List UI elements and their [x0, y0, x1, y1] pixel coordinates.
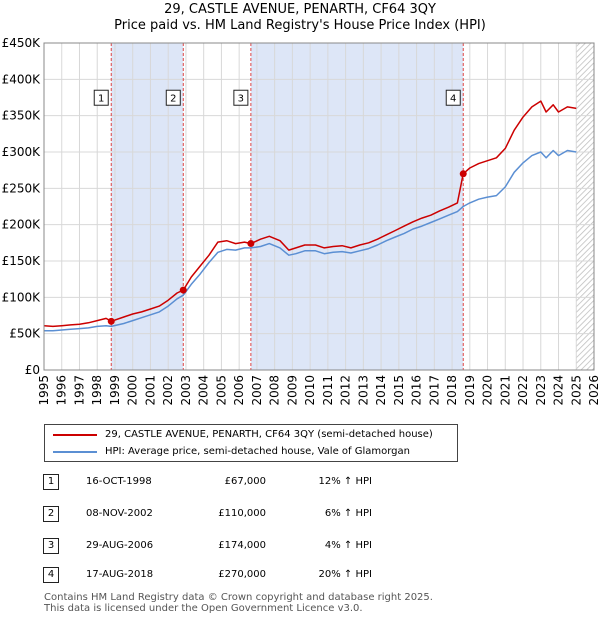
legend: 29, CASTLE AVENUE, PENARTH, CF64 3QY (se… [44, 424, 458, 462]
x-tick-label: 2023 [534, 375, 548, 406]
x-tick-label: 2016 [410, 375, 424, 406]
sale-marker [107, 317, 115, 325]
footer-licence: This data is licensed under the Open Gov… [44, 603, 363, 614]
sale-price: £174,000 [218, 540, 266, 551]
sale-date: 08-NOV-2002 [86, 508, 153, 519]
x-tick-label: 2018 [445, 375, 459, 406]
sale-label-number: 1 [98, 94, 104, 105]
y-tick-label: £250K [2, 181, 42, 195]
x-tick-label: 2026 [587, 375, 600, 406]
chart-title-line1: 29, CASTLE AVENUE, PENARTH, CF64 3QY [164, 2, 436, 17]
sale-price: £110,000 [218, 508, 266, 519]
sale-marker [179, 286, 187, 294]
sale-price: £67,000 [224, 476, 266, 487]
x-tick-label: 2002 [161, 375, 175, 406]
sale-row: 3 29-AUG-2006 £174,000 4% ↑ HPI [0, 535, 600, 557]
sale-label-number: 2 [170, 94, 176, 105]
x-tick-label: 2011 [321, 375, 335, 406]
sale-label-number: 4 [450, 94, 456, 105]
x-tick-label: 2015 [392, 375, 406, 406]
x-tick-label: 2007 [250, 375, 264, 406]
x-tick-label: 2001 [143, 375, 157, 406]
sale-label-box [445, 89, 461, 106]
sale-row: 1 16-OCT-1998 £67,000 12% ↑ HPI [0, 471, 600, 493]
sale-label-box [93, 89, 109, 106]
legend-label-hpi: HPI: Average price, semi-detached house,… [105, 446, 410, 457]
plot-border [43, 42, 595, 371]
x-tick-label: 1998 [90, 375, 104, 406]
x-tick-label: 2005 [214, 375, 228, 406]
x-tick-label: 2014 [374, 375, 388, 406]
x-tick-label: 2008 [268, 375, 282, 406]
x-tick-label: 2000 [126, 375, 140, 406]
x-tick-label: 2017 [427, 375, 441, 406]
x-tick-label: 2019 [463, 375, 477, 406]
sale-row: 2 08-NOV-2002 £110,000 6% ↑ HPI [0, 503, 600, 525]
legend-swatch-property [53, 434, 97, 436]
y-tick-label: £350K [2, 109, 42, 123]
x-tick-label: 1995 [37, 375, 51, 406]
y-tick-label: £300K [2, 145, 42, 159]
x-tick-label: 2012 [339, 375, 353, 406]
price-chart: 1 2 3 4 £0 £50K £100K £150K £200K £250K £300K £350K… [2, 36, 600, 406]
sale-label-box [233, 89, 249, 106]
sale-number-badge: 4 [43, 567, 59, 583]
x-tick-label: 1997 [72, 375, 86, 406]
sale-label-box [165, 89, 181, 106]
x-tick-label: 2010 [303, 375, 317, 406]
sale-marker [459, 170, 467, 178]
sale-number-badge: 1 [43, 474, 59, 490]
x-tick-label: 2003 [179, 375, 193, 406]
x-tick-label: 2024 [552, 375, 566, 406]
x-tick-label: 2025 [569, 375, 583, 406]
y-tick-label: £150K [2, 254, 42, 268]
chart-title-line2: Price paid vs. HM Land Registry's House … [114, 18, 486, 33]
sale-date: 29-AUG-2006 [86, 540, 154, 551]
sale-row: 4 17-AUG-2018 £270,000 20% ↑ HPI [0, 564, 600, 586]
y-tick-label: £450K [2, 36, 42, 50]
sale-hpi-diff: 20% ↑ HPI [318, 569, 372, 580]
x-tick-label: 2013 [356, 375, 370, 406]
sale-price: £270,000 [218, 569, 266, 580]
hpi-series-line [44, 149, 577, 332]
footer-copyright: Contains HM Land Registry data © Crown c… [44, 592, 433, 603]
sale-date: 16-OCT-1998 [86, 476, 152, 487]
legend-label-property: 29, CASTLE AVENUE, PENARTH, CF64 3QY (se… [105, 429, 433, 440]
sale-hpi-diff: 6% ↑ HPI [324, 508, 372, 519]
sale-number-badge: 3 [43, 538, 59, 554]
x-tick-label: 2021 [498, 375, 512, 406]
forecast-hatch-region [576, 43, 594, 370]
y-tick-label: £400K [2, 72, 42, 86]
sale-label-number: 3 [238, 94, 244, 105]
sale-marker [247, 240, 255, 248]
sale-date: 17-AUG-2018 [86, 569, 154, 580]
sale-hpi-diff: 4% ↑ HPI [324, 540, 372, 551]
x-tick-label: 2004 [197, 375, 211, 406]
ownership-period-shade [250, 43, 464, 370]
x-tick-label: 2022 [516, 375, 530, 406]
y-tick-label: £0 [25, 363, 40, 377]
x-tick-label: 2009 [285, 375, 299, 406]
legend-swatch-hpi [53, 451, 97, 453]
x-tick-label: 1996 [55, 375, 69, 406]
y-tick-label: £100K [2, 290, 42, 304]
sale-number-badge: 2 [43, 506, 59, 522]
x-tick-label: 1999 [108, 375, 122, 406]
x-tick-label: 2020 [481, 375, 495, 406]
y-tick-label: £200K [2, 218, 42, 232]
y-tick-label: £50K [9, 327, 41, 341]
sale-hpi-diff: 12% ↑ HPI [318, 476, 372, 487]
x-tick-label: 2006 [232, 375, 246, 406]
property-series-line [43, 100, 577, 328]
